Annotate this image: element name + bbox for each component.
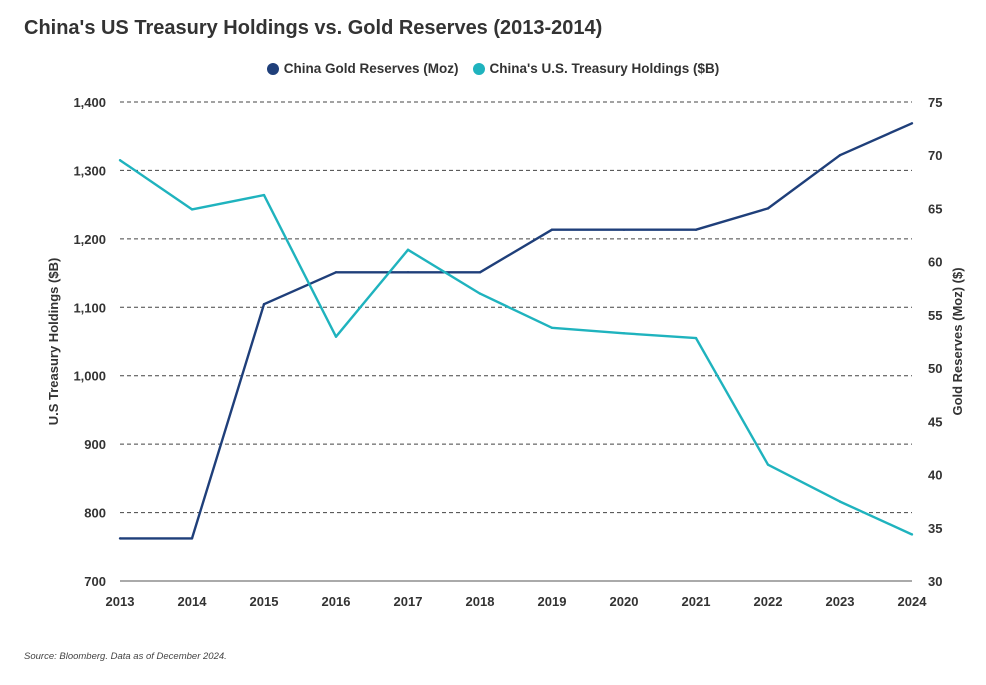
series-line-gold-reserves xyxy=(120,122,913,540)
y-right-tick-label: 50 xyxy=(928,361,942,376)
y-right-axis-title: Gold Reserves (Moz) ($) xyxy=(950,267,965,415)
x-tick-label: 2021 xyxy=(682,594,711,609)
legend-item-treasury[interactable]: China's U.S. Treasury Holdings ($B) xyxy=(472,61,720,76)
source-note: Source: Bloomberg. Data as of December 2… xyxy=(24,651,227,662)
y-left-tick-label: 800 xyxy=(84,506,106,521)
data-point-gold xyxy=(334,271,338,274)
data-point-treasury xyxy=(910,533,914,536)
y-right-tick-label: 70 xyxy=(928,148,942,163)
data-point-treasury xyxy=(550,326,554,330)
y-right-tick-label: 55 xyxy=(928,308,942,323)
x-tick-label: 2020 xyxy=(610,594,639,609)
x-tick-label: 2013 xyxy=(106,594,135,609)
chart-title: China's US Treasury Holdings vs. Gold Re… xyxy=(24,17,603,39)
x-tick-label: 2018 xyxy=(466,594,495,609)
legend-item-gold[interactable]: China Gold Reserves (Moz) xyxy=(266,61,459,76)
data-point-gold xyxy=(478,271,482,274)
data-point-treasury xyxy=(406,248,410,252)
data-point-gold xyxy=(406,271,410,274)
y-right-tick-label: 30 xyxy=(928,574,942,589)
y-left-tick-label: 900 xyxy=(84,437,106,452)
legend-swatch-treasury xyxy=(472,62,485,75)
x-tick-label: 2022 xyxy=(754,594,783,609)
y-left-tick-label: 1,300 xyxy=(73,163,106,178)
y-left-tick-label: 1,200 xyxy=(73,232,106,247)
data-point-gold xyxy=(190,537,194,540)
data-point-treasury xyxy=(766,463,770,466)
data-point-treasury xyxy=(838,500,842,503)
data-point-treasury xyxy=(478,292,482,295)
data-point-gold xyxy=(622,228,626,231)
y-right-tick-label: 60 xyxy=(928,255,942,270)
x-tick-label: 2014 xyxy=(178,594,208,609)
data-point-gold xyxy=(694,228,698,231)
data-point-gold xyxy=(910,122,914,125)
y-right-tick-label: 75 xyxy=(928,95,942,110)
y-right-tick-label: 40 xyxy=(928,468,942,483)
legend: China Gold Reserves (Moz) China's U.S. T… xyxy=(0,61,986,76)
x-tick-label: 2015 xyxy=(250,594,279,609)
legend-label-gold: China Gold Reserves (Moz) xyxy=(283,61,459,76)
data-point-gold xyxy=(766,207,770,210)
data-point-treasury xyxy=(694,336,698,340)
data-point-treasury xyxy=(622,332,626,335)
data-point-gold xyxy=(838,154,842,157)
legend-label-treasury: China's U.S. Treasury Holdings ($B) xyxy=(489,61,720,76)
y-right-tick-label: 45 xyxy=(928,414,942,429)
y-left-tick-label: 1,100 xyxy=(73,300,106,315)
y-left-tick-label: 1,000 xyxy=(73,369,106,384)
data-point-treasury xyxy=(334,335,338,338)
x-tick-label: 2017 xyxy=(394,594,423,609)
x-tick-label: 2019 xyxy=(538,594,567,609)
data-point-gold xyxy=(262,303,266,306)
series-line-treasury-holdings xyxy=(119,159,913,536)
legend-swatch-gold xyxy=(266,62,279,75)
y-left-axis-title: U.S Treasury Holdings ($B) xyxy=(46,258,61,426)
y-right-tick-label: 35 xyxy=(928,521,942,536)
data-point-gold xyxy=(550,228,554,231)
y-left-tick-label: 1,400 xyxy=(73,95,106,110)
data-point-treasury xyxy=(118,158,122,162)
data-point-treasury xyxy=(262,193,266,197)
y-right-tick-label: 65 xyxy=(928,201,942,216)
y-left-tick-label: 700 xyxy=(84,574,106,589)
x-tick-label: 2024 xyxy=(898,594,928,609)
data-point-treasury xyxy=(190,208,194,211)
x-tick-label: 2016 xyxy=(322,594,351,609)
data-point-gold xyxy=(118,537,122,540)
x-tick-label: 2023 xyxy=(826,594,855,609)
